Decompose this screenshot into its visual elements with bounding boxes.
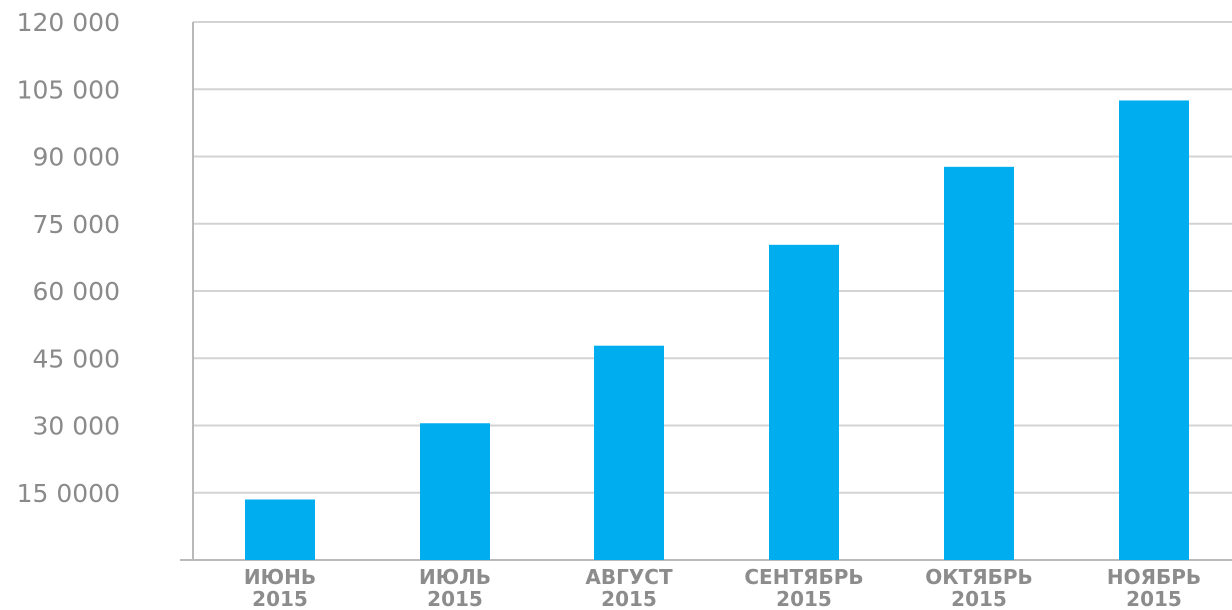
x-tick-label-month: ОКТЯБРЬ <box>925 565 1033 589</box>
bar-2 <box>594 345 664 560</box>
y-tick-label: 60 000 <box>33 277 120 306</box>
x-tick-label: ОКТЯБРЬ 2015 <box>925 565 1033 610</box>
y-axis-tick-labels: 15 0000 30 000 45 000 60 000 75 000 90 000 105… <box>17 8 120 508</box>
x-tick-label-year: 2015 <box>427 587 483 610</box>
x-tick-label-year: 2015 <box>601 587 657 610</box>
x-tick-label: ИЮНЬ 2015 <box>244 565 316 610</box>
axes <box>180 22 1232 561</box>
bar-1 <box>420 423 490 560</box>
x-tick-label: СЕНТЯБРЬ 2015 <box>744 565 863 610</box>
gridlines <box>193 21 1232 494</box>
x-tick-label-year: 2015 <box>776 587 832 610</box>
y-tick-label: 15 0000 <box>17 479 120 508</box>
y-tick-label: 75 000 <box>33 210 120 239</box>
x-tick-label: НОЯБРЬ 2015 <box>1107 565 1201 610</box>
bar-5 <box>1119 100 1189 560</box>
x-tick-label-year: 2015 <box>252 587 308 610</box>
x-tick-label: АВГУСТ 2015 <box>585 565 673 610</box>
y-tick-label: 90 000 <box>33 143 120 172</box>
bar-0 <box>245 499 315 560</box>
bars <box>245 100 1189 561</box>
x-tick-label-year: 2015 <box>951 587 1007 610</box>
x-tick-label-month: ИЮНЬ <box>244 565 316 589</box>
y-tick-label: 45 000 <box>33 344 120 373</box>
x-tick-label-month: ИЮЛЬ <box>419 565 491 589</box>
y-tick-label: 105 000 <box>17 75 120 104</box>
x-tick-label: ИЮЛЬ 2015 <box>419 565 491 610</box>
bar-4 <box>944 166 1014 561</box>
bar-3 <box>769 244 839 561</box>
x-tick-label-year: 2015 <box>1126 587 1182 610</box>
x-tick-label-month: АВГУСТ <box>585 565 673 589</box>
x-tick-label-month: НОЯБРЬ <box>1107 565 1201 589</box>
x-tick-label-month: СЕНТЯБРЬ <box>744 565 863 589</box>
y-tick-label: 120 000 <box>17 8 120 37</box>
y-tick-label: 30 000 <box>33 412 120 441</box>
